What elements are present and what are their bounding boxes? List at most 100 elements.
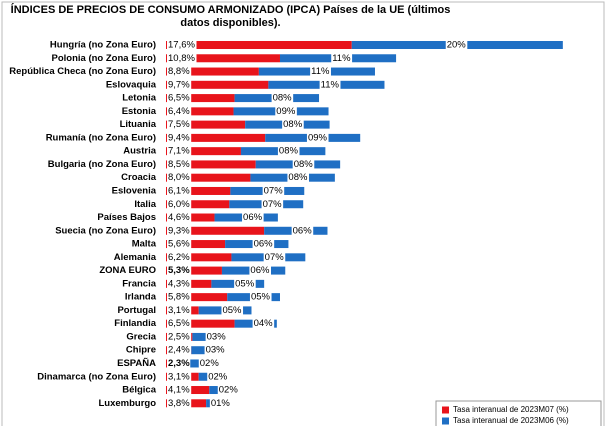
- bar: [166, 147, 241, 156]
- value-label: 07%: [263, 199, 283, 210]
- value-label-bg: [167, 66, 192, 78]
- bar: [166, 200, 230, 209]
- bar: [166, 120, 246, 129]
- value-label: 05%: [235, 278, 255, 289]
- value-label: 06%: [250, 265, 270, 276]
- value-label-bg: [217, 384, 240, 396]
- value-label-bg: [167, 318, 192, 330]
- category-label: Irlanda: [125, 292, 157, 303]
- category-label: Finlandia: [114, 318, 156, 329]
- value-label: 10,8%: [168, 53, 195, 64]
- bar: [166, 67, 259, 76]
- value-label: 01%: [211, 398, 231, 409]
- bar: [166, 173, 251, 182]
- value-label: 6,0%: [168, 199, 190, 210]
- value-label-bg: [291, 225, 314, 237]
- value-label-bg: [167, 344, 192, 356]
- value-label-bg: [234, 278, 256, 290]
- value-label: 6,1%: [168, 185, 190, 196]
- value-label-bg: [252, 238, 275, 250]
- legend-label: Tasa interanual de 2023M06 (%): [453, 416, 569, 425]
- value-label-bg: [319, 79, 341, 91]
- category-label: Croacia: [121, 172, 157, 183]
- value-label-bg: [263, 251, 286, 263]
- bar: [166, 107, 234, 116]
- value-label-bg: [310, 66, 331, 78]
- value-label: 17,6%: [168, 40, 195, 51]
- value-label-bg: [306, 132, 329, 144]
- bar: [166, 94, 235, 103]
- category-label: Letonia: [122, 93, 156, 104]
- value-label-bg: [205, 331, 228, 343]
- value-label: 3,8%: [168, 398, 190, 409]
- value-label-bg: [209, 397, 232, 409]
- value-label-bg: [167, 251, 192, 263]
- value-label: 09%: [276, 106, 296, 117]
- legend-label: Tasa interanual de 2023M07 (%): [453, 405, 569, 414]
- value-label: 9,3%: [168, 225, 190, 236]
- value-label-bg: [277, 145, 300, 157]
- value-label: 06%: [254, 239, 274, 250]
- category-label: Eslovaquia: [106, 79, 157, 90]
- value-label-bg: [167, 198, 192, 210]
- value-label-bg: [167, 357, 192, 369]
- value-label-bg: [167, 52, 197, 64]
- value-label: 2,3%: [168, 358, 190, 369]
- value-label-bg: [167, 397, 192, 409]
- value-label-bg: [167, 39, 197, 51]
- category-label: Alemania: [114, 252, 157, 263]
- value-label-bg: [167, 145, 192, 157]
- value-label: 04%: [254, 318, 274, 329]
- category-label: Luxemburgo: [98, 398, 156, 409]
- value-label-bg: [167, 185, 192, 197]
- legend-swatch: [442, 406, 449, 414]
- value-label-bg: [221, 304, 244, 316]
- category-label: Austria: [123, 146, 156, 157]
- value-label: 6,2%: [168, 252, 190, 263]
- value-label: 08%: [279, 146, 299, 157]
- value-label: 5,8%: [168, 292, 190, 303]
- value-label-bg: [207, 371, 229, 383]
- value-label: 6,4%: [168, 106, 190, 117]
- legend-box: [435, 400, 602, 426]
- value-label-bg: [167, 132, 192, 144]
- value-label: 08%: [294, 159, 314, 170]
- bar: [166, 186, 231, 195]
- bar: [166, 54, 280, 63]
- value-label-bg: [167, 331, 192, 343]
- value-label: 05%: [251, 292, 271, 303]
- bar: [166, 293, 228, 302]
- value-label: 8,8%: [168, 66, 190, 77]
- value-label: 08%: [283, 119, 303, 130]
- value-label: 5,3%: [168, 265, 190, 276]
- value-label-bg: [198, 357, 221, 369]
- value-label: 02%: [219, 385, 239, 396]
- value-label-bg: [167, 384, 192, 396]
- value-label-bg: [292, 158, 315, 170]
- value-label-bg: [167, 79, 192, 91]
- value-label: 06%: [243, 212, 263, 223]
- value-label-bg: [167, 212, 192, 224]
- value-label: 4,3%: [168, 278, 190, 289]
- bar: [166, 160, 256, 169]
- value-label-bg: [261, 198, 284, 210]
- value-label-bg: [252, 318, 275, 330]
- value-label-bg: [167, 158, 192, 170]
- legend-swatch: [442, 417, 449, 425]
- value-label: 11%: [311, 66, 330, 77]
- value-label: 3,1%: [168, 305, 190, 316]
- value-label: 2,4%: [168, 345, 190, 356]
- category-label: Italia: [134, 199, 156, 210]
- value-label-bg: [249, 291, 272, 303]
- category-label: Hungría (no Zona Euro): [50, 40, 156, 51]
- value-label: 11%: [332, 53, 351, 64]
- value-label: 5,6%: [168, 239, 190, 250]
- chart-title: ÍNDICES DE PRECIOS DE CONSUMO ARMONIZADO…: [10, 4, 451, 29]
- category-label: Polonia (no Zona Euro): [52, 53, 157, 64]
- value-label: 03%: [206, 345, 226, 356]
- value-label: 08%: [273, 93, 293, 104]
- value-label-bg: [167, 278, 192, 290]
- value-label-bg: [262, 185, 285, 197]
